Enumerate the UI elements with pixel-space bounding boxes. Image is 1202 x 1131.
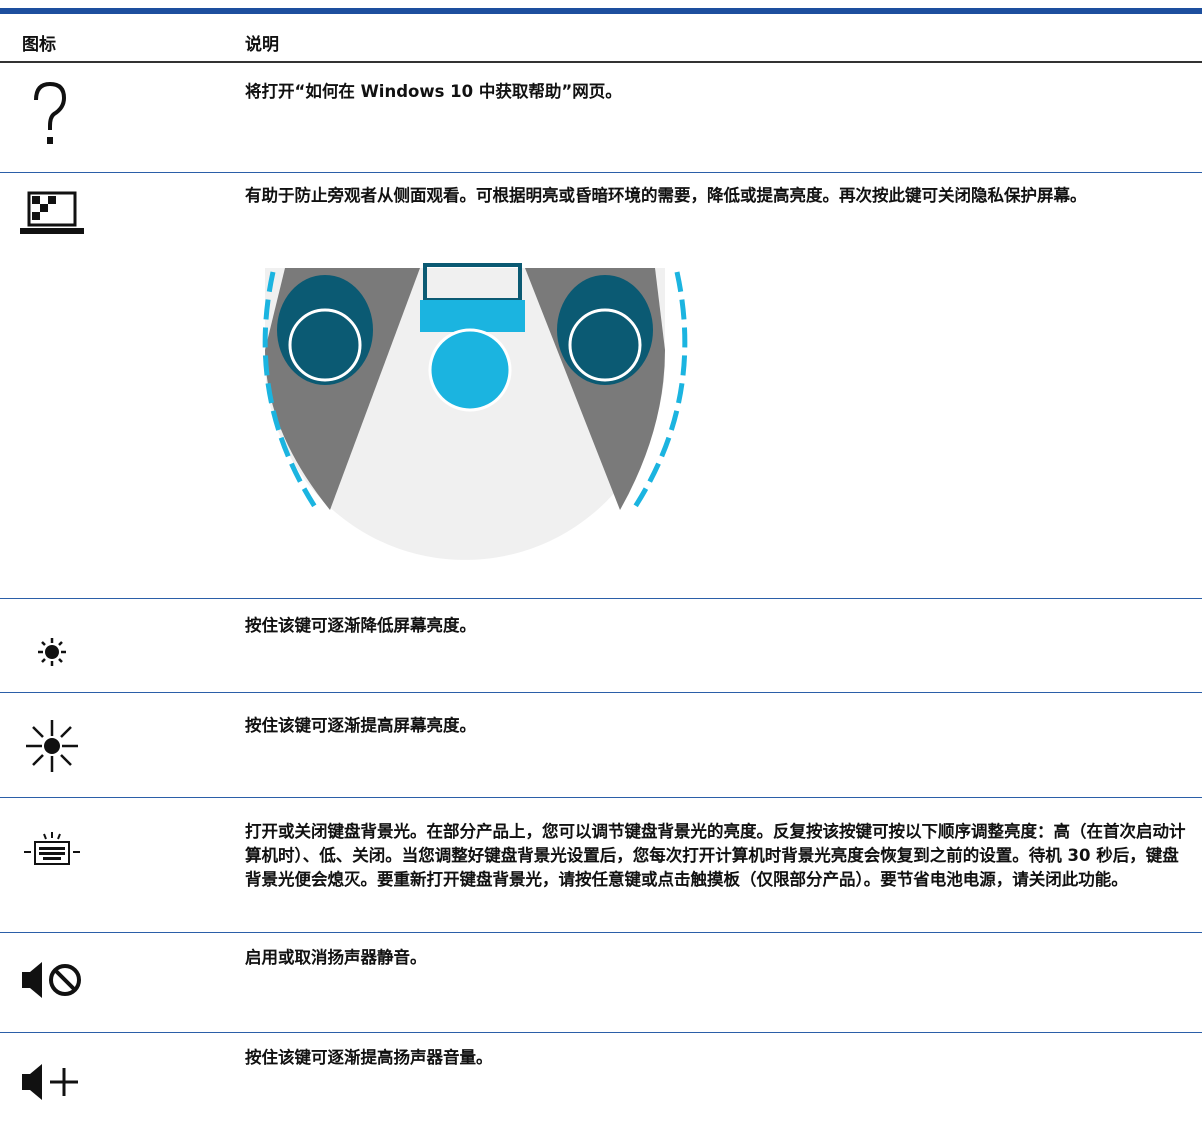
description: 有助于防止旁观者从侧面观看。可根据明亮或昏暗环境的需要，降低或提高亮度。再次按此… bbox=[245, 186, 1087, 205]
header-rule bbox=[0, 61, 1202, 63]
row-rule bbox=[0, 797, 1202, 798]
brightness-up-icon bbox=[26, 720, 78, 772]
help-icon bbox=[34, 81, 67, 144]
keyboard-backlight-icon bbox=[24, 832, 80, 865]
row-rule bbox=[0, 172, 1202, 173]
row-rule bbox=[0, 692, 1202, 693]
privacy-icon bbox=[20, 191, 84, 234]
privacy-illustration bbox=[262, 263, 688, 560]
description: 打开或关闭键盘背景光。在部分产品上，您可以调节键盘背景光的亮度。反复按该按键可按… bbox=[245, 822, 1186, 889]
column-header: 说明 bbox=[245, 35, 279, 55]
description: 按住该键可逐渐提高扬声器音量。 bbox=[245, 1048, 493, 1067]
description: 将打开“如何在 Windows 10 中获取帮助”网页。 bbox=[245, 82, 622, 101]
description: 按住该键可逐渐提高屏幕亮度。 bbox=[245, 716, 476, 735]
mute-icon bbox=[22, 962, 81, 998]
volume-up-icon bbox=[22, 1064, 78, 1100]
brightness-down-icon bbox=[38, 638, 66, 666]
row-rule bbox=[0, 1032, 1202, 1033]
row-rule bbox=[0, 598, 1202, 599]
top-bar bbox=[0, 8, 1202, 14]
description: 启用或取消扬声器静音。 bbox=[245, 948, 427, 967]
description: 按住该键可逐渐降低屏幕亮度。 bbox=[245, 616, 476, 635]
column-header: 图标 bbox=[22, 35, 56, 55]
row-rule bbox=[0, 932, 1202, 933]
